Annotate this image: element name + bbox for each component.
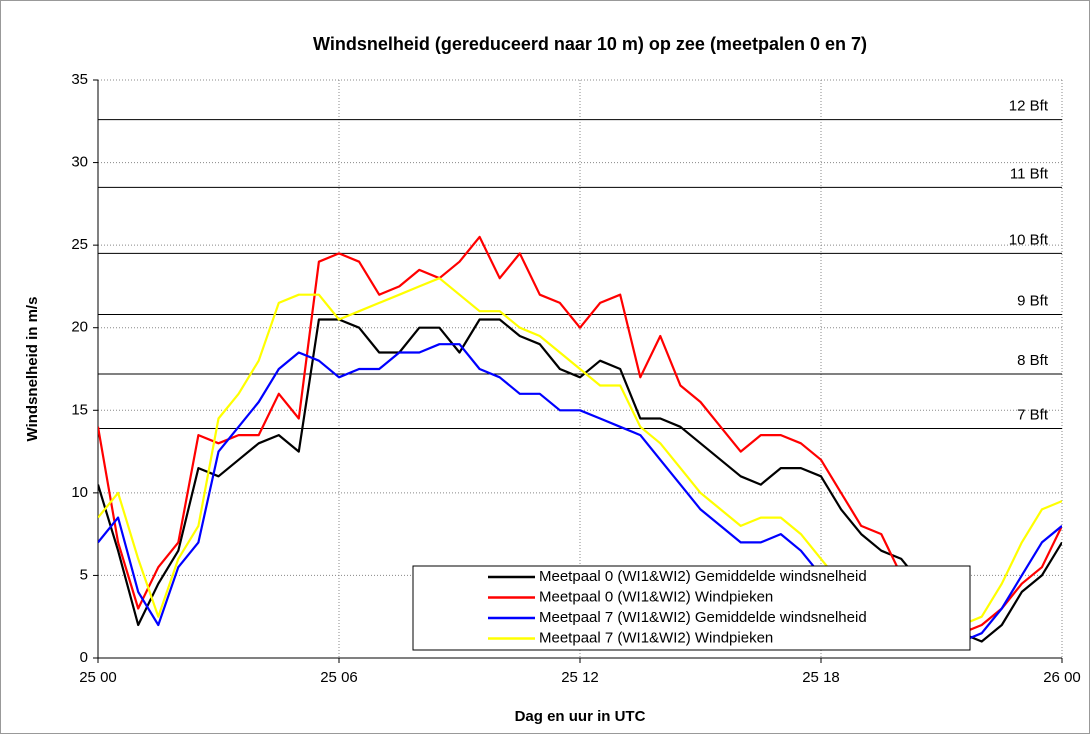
x-tick-label: 25 06 [320,669,358,686]
y-tick-label: 10 [71,484,88,501]
beaufort-label: 7 Bft [1017,406,1049,423]
x-axis-label: Dag en uur in UTC [515,708,646,725]
x-tick-label: 25 00 [79,669,117,686]
chart-title: Windsnelheid (gereduceerd naar 10 m) op … [313,34,867,54]
x-tick-label: 25 12 [561,669,599,686]
y-tick-label: 35 [71,71,88,88]
y-tick-label: 25 [71,236,88,253]
beaufort-label: 12 Bft [1009,98,1049,115]
x-tick-label: 26 00 [1043,669,1081,686]
y-axis-label: Windsnelheid in m/s [24,297,41,442]
legend-label: Meetpaal 7 (WI1&WI2) Windpieken [539,629,773,646]
y-tick-label: 20 [71,319,88,336]
legend-label: Meetpaal 7 (WI1&WI2) Gemiddelde windsnel… [539,609,867,626]
legend-label: Meetpaal 0 (WI1&WI2) Windpieken [539,588,773,605]
beaufort-label: 11 Bft [1010,165,1049,182]
y-tick-label: 30 [71,154,88,171]
beaufort-label: 10 Bft [1009,231,1049,248]
x-tick-label: 25 18 [802,669,840,686]
beaufort-label: 8 Bft [1017,352,1049,369]
beaufort-label: 9 Bft [1017,292,1049,309]
y-tick-label: 5 [80,566,88,583]
y-tick-label: 15 [71,401,88,418]
y-tick-label: 0 [80,649,88,666]
legend-label: Meetpaal 0 (WI1&WI2) Gemiddelde windsnel… [539,568,867,585]
series-line [98,318,1062,643]
legend-box [412,565,971,651]
